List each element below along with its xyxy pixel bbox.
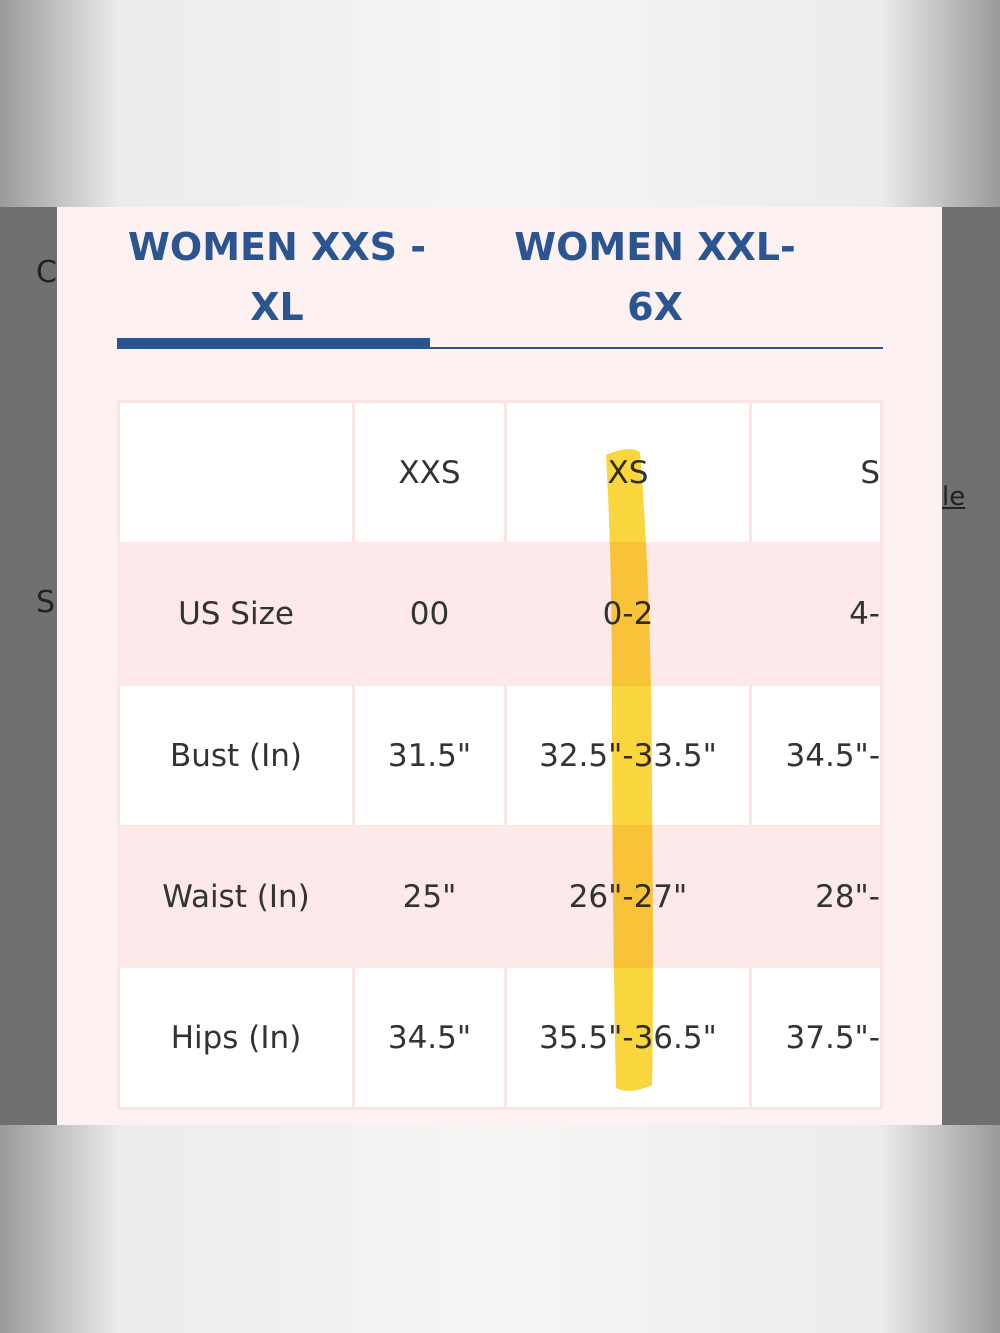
row-label: US Size (117, 543, 355, 685)
tab-divider (117, 347, 883, 349)
header-cell: S (752, 403, 880, 542)
size-chart-modal: WOMEN XXS - XL WOMEN XXL-6X XXSXSSUS Siz… (57, 207, 942, 1125)
table-cell: 4- (749, 543, 880, 685)
header-cell (120, 403, 352, 542)
active-tab-indicator (117, 338, 430, 348)
bg-text: C (36, 255, 57, 290)
table-cell: 31.5" (355, 686, 504, 825)
table-cell: 28"- (749, 826, 880, 967)
bg-link[interactable]: le (942, 482, 966, 512)
table-cell: 34.5" (355, 968, 504, 1107)
table-cell: 37.5"- (752, 968, 880, 1107)
table-cell: 25" (352, 826, 507, 967)
tab[interactable]: WOMEN XXS - XL (128, 225, 426, 329)
row-label: Bust (In) (120, 686, 352, 825)
header-cell: XXS (355, 403, 504, 542)
table-cell: 00 (352, 543, 507, 685)
highlight-stroke (606, 449, 653, 1091)
table-cell: 34.5"- (752, 686, 880, 825)
row-label: Waist (In) (117, 826, 355, 967)
bg-text: S (36, 585, 56, 620)
row-label: Hips (In) (120, 968, 352, 1107)
tab[interactable]: WOMEN XXL-6X (514, 225, 796, 329)
